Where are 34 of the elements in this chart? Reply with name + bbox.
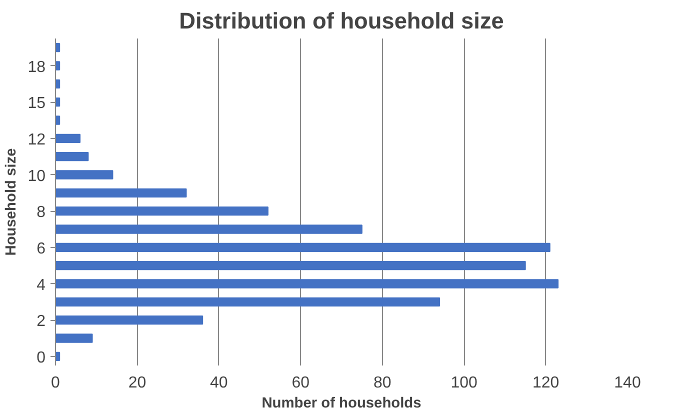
bar (56, 152, 89, 162)
x-tick-label: 100 (450, 374, 478, 392)
y-tick-label: 12 (28, 131, 46, 148)
bar (56, 279, 559, 288)
y-tick-label: 2 (36, 313, 46, 330)
x-axis-title: Number of households (262, 396, 422, 412)
y-tick-label: 10 (28, 168, 46, 185)
bar (56, 242, 550, 252)
y-tick-label: 18 (28, 58, 46, 76)
x-tick-label: 60 (292, 374, 310, 392)
x-tick-label: 0 (51, 374, 60, 392)
bar (56, 206, 268, 216)
y-tick-label: 15 (28, 95, 46, 112)
y-tick-label: 4 (36, 276, 46, 294)
bar (56, 224, 362, 234)
y-tick-label: 8 (36, 204, 46, 222)
x-tick-label: 140 (614, 374, 641, 392)
x-tick-label: 20 (128, 374, 146, 392)
bar (56, 334, 93, 343)
y-tick-label: 6 (36, 240, 46, 258)
bar (56, 116, 60, 125)
bar (56, 297, 440, 307)
bar (56, 134, 81, 144)
bar (56, 188, 187, 198)
x-tick-label: 40 (210, 374, 228, 392)
x-tick-label: 120 (532, 374, 560, 392)
bar (56, 260, 526, 270)
bar (56, 61, 60, 70)
y-axis-title: Household size (4, 148, 20, 256)
x-tick-label: 80 (373, 374, 392, 392)
chart-title: Distribution of household size (179, 8, 504, 34)
y-tick-label: 0 (36, 349, 46, 366)
bar (56, 315, 204, 325)
bar (56, 170, 114, 180)
